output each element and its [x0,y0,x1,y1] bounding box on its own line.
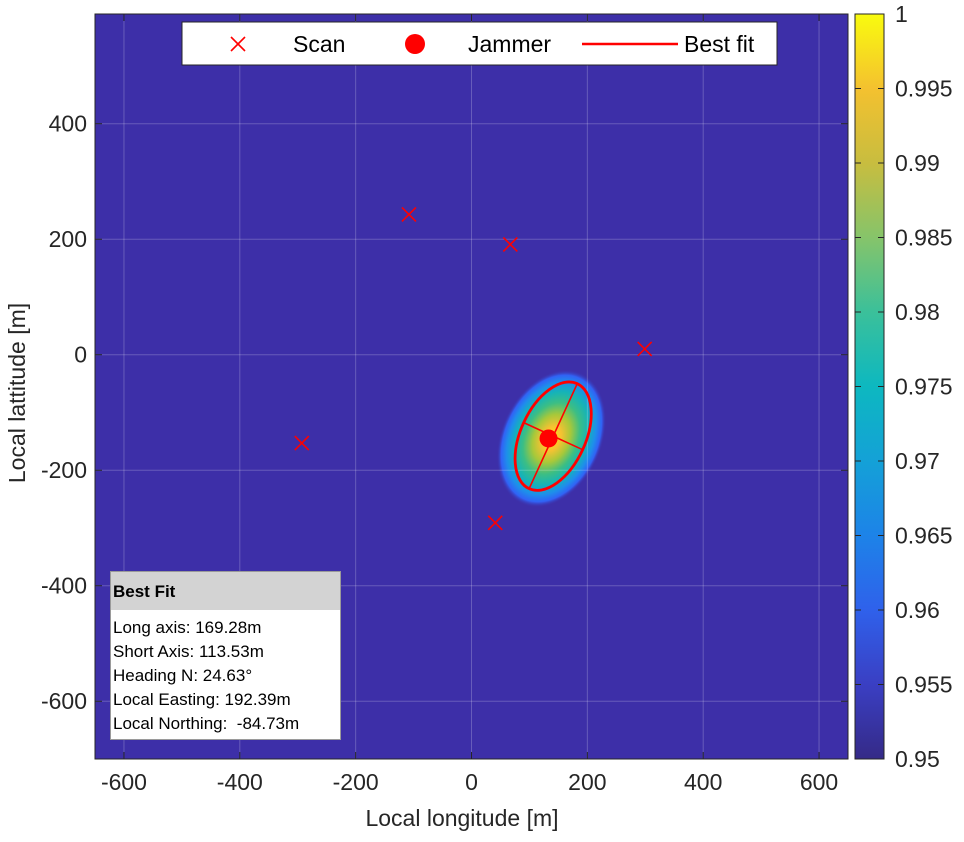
colorbar-ticks: 0.95 0.955 0.96 0.965 0.97 0.975 0.98 0.985 0.99… [855,1,953,772]
colorbar: 0.95 0.955 0.96 0.965 0.97 0.975 0.98 0.985 0.99… [854,1,953,772]
x-tick-label: 600 [800,769,838,795]
x-tick-label: -200 [333,769,379,795]
jammer-markers [539,429,558,448]
jammer-marker [539,429,558,448]
legend-scan-marker [230,36,246,52]
y-tick-label: 400 [49,111,87,137]
y-axis-ticks: -600 -400 -200 0 200 400 [41,111,848,714]
y-tick-label: -200 [41,457,87,483]
scan-marker-stroke [401,206,417,222]
y-tick-label: 0 [74,342,87,368]
colorbar-tick-label: 0.985 [895,225,953,251]
x-axis-ticks: -600 -400 -200 0 200 400 600 [101,14,838,795]
colorbar-tick-label: 0.97 [895,448,940,474]
legend-label-jammer: Jammer [468,31,551,57]
colorbar-tick-label: 0.95 [895,746,940,772]
info-long-axis: Long axis: 169.28m [113,618,262,637]
info-easting: Local Easting: 192.39m [113,690,291,709]
scan-marker [637,341,653,357]
y-axis-title: Local lattitude [m] [4,303,30,483]
x-tick-label: 200 [568,769,606,795]
colorbar-tick-label: 0.955 [895,672,953,698]
x-axis-title: Local longitude [m] [365,805,558,831]
scan-marker-stroke [502,236,518,252]
colorbar-tick-label: 0.99 [895,150,940,176]
scan-marker [487,515,503,531]
legend-jammer-marker [405,34,425,54]
colorbar-tick-label: 0.975 [895,374,953,400]
info-short-axis: Short Axis: 113.53m [113,642,264,661]
colorbar-tick-label: 0.96 [895,597,940,623]
colorbar-tick-label: 0.995 [895,76,953,102]
scan-marker [294,435,310,451]
y-tick-label: -600 [41,688,87,714]
x-tick-label: -400 [217,769,263,795]
legend-label-scan: Scan [293,31,345,57]
info-northing: Local Northing: -84.73m [113,714,300,733]
scan-markers [294,206,653,531]
info-heading: Heading N: 24.63° [113,666,253,685]
y-tick-label: 200 [49,226,87,252]
y-tick-label: -400 [41,573,87,599]
legend-label-best-fit: Best fit [684,31,755,57]
best-fit-info-box: Best Fit Long axis: 169.28m Short Axis: … [110,571,341,740]
colorbar-tick-label: 1 [895,1,908,27]
info-box-body: Long axis: 169.28m Short Axis: 113.53m H… [111,610,340,736]
scan-marker [502,236,518,252]
legend: Scan Jammer Best fit [181,21,778,66]
scan-marker-stroke [637,341,653,357]
colorbar-tick-label: 0.965 [895,523,953,549]
x-tick-label: 0 [465,769,478,795]
colorbar-tick-label: 0.98 [895,299,940,325]
scan-marker [401,206,417,222]
x-tick-label: 400 [684,769,722,795]
scan-marker-stroke [294,435,310,451]
x-tick-label: -600 [101,769,147,795]
scan-marker-stroke [487,515,503,531]
info-box-title: Best Fit [111,572,340,610]
